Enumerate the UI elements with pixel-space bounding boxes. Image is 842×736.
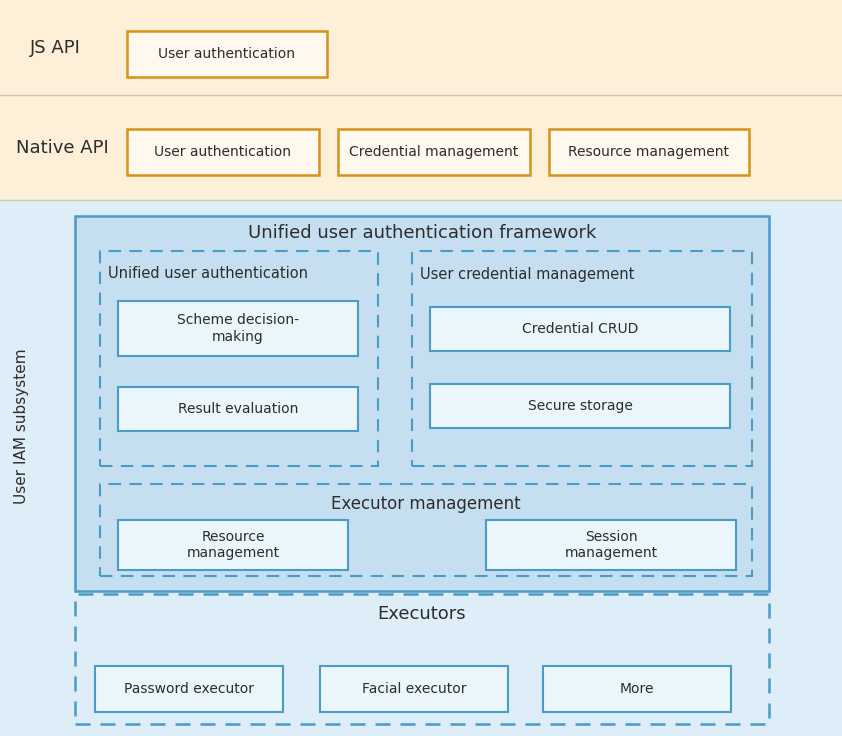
Text: Resource management: Resource management: [568, 145, 729, 159]
Text: Scheme decision-
making: Scheme decision- making: [177, 314, 299, 344]
Bar: [486, 520, 736, 570]
Bar: [127, 129, 319, 175]
Bar: [543, 666, 731, 712]
Text: Password executor: Password executor: [124, 682, 254, 696]
Bar: [0, 95, 842, 200]
Text: Facial executor: Facial executor: [362, 682, 466, 696]
Bar: [127, 31, 327, 77]
Bar: [320, 666, 508, 712]
Text: More: More: [620, 682, 654, 696]
Bar: [0, 200, 842, 736]
Bar: [430, 384, 730, 428]
Bar: [100, 251, 378, 466]
Text: User authentication: User authentication: [154, 145, 291, 159]
Text: Native API: Native API: [16, 139, 109, 157]
Text: Executors: Executors: [378, 605, 466, 623]
Text: Unified user authentication: Unified user authentication: [108, 266, 308, 281]
Text: Resource
management: Resource management: [186, 530, 280, 560]
Bar: [549, 129, 749, 175]
Bar: [118, 520, 348, 570]
Bar: [95, 666, 283, 712]
Text: Unified user authentication framework: Unified user authentication framework: [248, 224, 596, 242]
Bar: [100, 484, 752, 576]
Text: Session
management: Session management: [564, 530, 658, 560]
Text: Executor management: Executor management: [331, 495, 521, 513]
Text: Secure storage: Secure storage: [528, 399, 632, 413]
Text: User IAM subsystem: User IAM subsystem: [14, 348, 29, 504]
Text: JS API: JS API: [29, 39, 81, 57]
Text: Result evaluation: Result evaluation: [178, 402, 298, 416]
Bar: [118, 301, 358, 356]
Bar: [75, 594, 769, 724]
Bar: [430, 307, 730, 351]
Bar: [75, 216, 769, 591]
Text: User credential management: User credential management: [420, 266, 634, 281]
Bar: [0, 0, 842, 95]
Text: User authentication: User authentication: [158, 47, 296, 61]
Text: Credential CRUD: Credential CRUD: [522, 322, 638, 336]
Text: Credential management: Credential management: [349, 145, 519, 159]
Bar: [118, 387, 358, 431]
Bar: [338, 129, 530, 175]
Bar: [412, 251, 752, 466]
